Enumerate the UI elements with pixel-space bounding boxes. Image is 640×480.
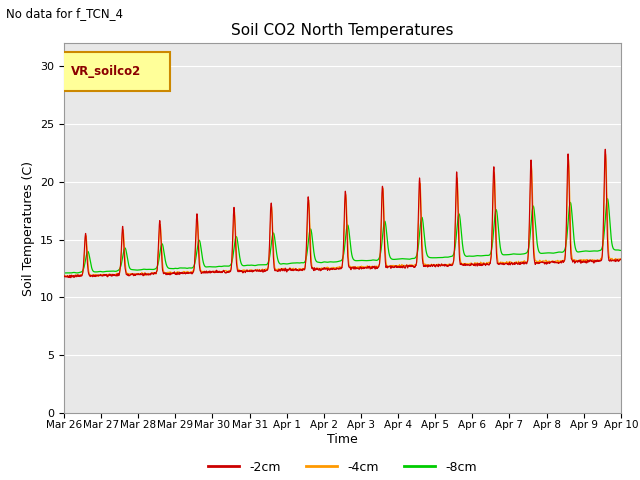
Legend: -2cm, -4cm, -8cm: -2cm, -4cm, -8cm	[204, 456, 481, 479]
Text: No data for f_TCN_4: No data for f_TCN_4	[6, 7, 124, 20]
Text: VR_soilco2: VR_soilco2	[70, 65, 141, 78]
X-axis label: Time: Time	[327, 433, 358, 446]
Y-axis label: Soil Temperatures (C): Soil Temperatures (C)	[22, 160, 35, 296]
Title: Soil CO2 North Temperatures: Soil CO2 North Temperatures	[231, 23, 454, 38]
FancyBboxPatch shape	[61, 52, 170, 91]
